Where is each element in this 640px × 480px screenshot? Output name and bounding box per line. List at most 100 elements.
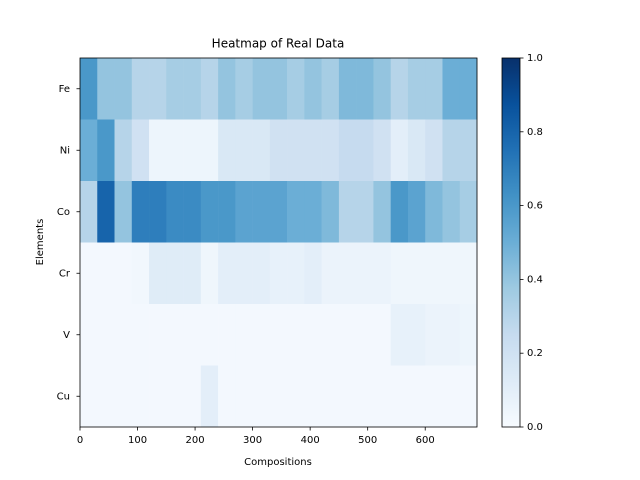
heatmap-cell bbox=[459, 242, 478, 305]
heatmap-cell bbox=[321, 58, 340, 120]
heatmap-cell bbox=[373, 365, 391, 428]
heatmap-cell bbox=[269, 365, 288, 428]
heatmap-cell bbox=[149, 58, 167, 120]
heatmap-cell bbox=[235, 181, 253, 243]
colorbar bbox=[501, 57, 521, 428]
heatmap-cell bbox=[183, 304, 202, 366]
heatmap-cell bbox=[373, 304, 391, 366]
heatmap-cell bbox=[373, 242, 391, 305]
heatmap-cell bbox=[459, 119, 478, 182]
heatmap-cell bbox=[235, 304, 253, 366]
heatmap-cell bbox=[166, 242, 184, 305]
heatmap-cell bbox=[356, 365, 374, 428]
heatmap-cell bbox=[356, 119, 374, 182]
heatmap-cell bbox=[442, 58, 461, 120]
heatmap-cell bbox=[183, 242, 202, 305]
y-tick-label: Fe bbox=[59, 84, 70, 95]
heatmap-cell bbox=[356, 58, 374, 120]
heatmap-cell bbox=[304, 242, 322, 305]
heatmap-cell bbox=[304, 181, 322, 243]
heatmap-cell bbox=[338, 58, 357, 120]
heatmap-cell bbox=[373, 119, 391, 182]
heatmap-cell bbox=[252, 119, 271, 182]
heatmap-cell bbox=[114, 58, 133, 120]
y-tick-label: Ni bbox=[60, 145, 70, 156]
heatmap-cell bbox=[338, 242, 357, 305]
heatmap-cell bbox=[200, 365, 219, 428]
heatmap-cell bbox=[80, 58, 98, 120]
heatmap-cell bbox=[321, 181, 340, 243]
heatmap-cell bbox=[425, 365, 443, 428]
heatmap-cell bbox=[149, 365, 167, 428]
heatmap-cell bbox=[442, 304, 461, 366]
heatmap-cell bbox=[252, 58, 271, 120]
heatmap-cell bbox=[287, 181, 305, 243]
heatmap-cell bbox=[166, 181, 184, 243]
heatmap-cell bbox=[97, 242, 115, 305]
heatmap-cell bbox=[338, 365, 357, 428]
heatmap-cell bbox=[218, 304, 236, 366]
heatmap-cell bbox=[442, 119, 461, 182]
heatmap-cell bbox=[304, 119, 322, 182]
heatmap-cell bbox=[442, 181, 461, 243]
colorbar-tick-label: 0.4 bbox=[527, 274, 543, 285]
heatmap-cell bbox=[287, 304, 305, 366]
heatmap-cell bbox=[459, 365, 478, 428]
x-tick-label: 0 bbox=[77, 435, 83, 446]
heatmap-cell bbox=[321, 365, 340, 428]
heatmap-cell bbox=[80, 304, 98, 366]
colorbar-tick-label: 0.8 bbox=[527, 127, 543, 138]
heatmap-cell bbox=[390, 119, 409, 182]
heatmap-cell bbox=[442, 365, 461, 428]
heatmap-cell bbox=[269, 242, 288, 305]
heatmap-cell bbox=[97, 304, 115, 366]
heatmap-cell bbox=[97, 181, 115, 243]
heatmap-cell bbox=[287, 242, 305, 305]
heatmap-cell bbox=[149, 119, 167, 182]
y-tick-label: Cr bbox=[59, 268, 71, 279]
heatmap-cell bbox=[269, 58, 288, 120]
heatmap-cell bbox=[183, 58, 202, 120]
heatmap-cell bbox=[321, 242, 340, 305]
y-tick-label: Cu bbox=[57, 391, 70, 402]
heatmap-cell bbox=[97, 119, 115, 182]
heatmap-cell bbox=[459, 181, 478, 243]
heatmap-cell bbox=[131, 365, 150, 428]
heatmap-cell bbox=[287, 365, 305, 428]
x-tick-label: 400 bbox=[301, 435, 320, 446]
y-tick-label: Co bbox=[57, 207, 70, 218]
heatmap-cell bbox=[338, 119, 357, 182]
x-tick-label: 100 bbox=[128, 435, 147, 446]
heatmap-cell bbox=[321, 119, 340, 182]
heatmap-cell bbox=[425, 242, 443, 305]
heatmap-cell bbox=[407, 242, 426, 305]
heatmap-cell bbox=[166, 365, 184, 428]
chart-title: Heatmap of Real Data bbox=[212, 37, 345, 51]
heatmap-cell bbox=[407, 181, 426, 243]
heatmap-cell bbox=[304, 365, 322, 428]
heatmap-cell bbox=[390, 58, 409, 120]
heatmap-cell bbox=[252, 365, 271, 428]
heatmap-cell bbox=[235, 242, 253, 305]
heatmap-cell bbox=[131, 58, 150, 120]
heatmap-cell bbox=[459, 304, 478, 366]
heatmap-cell bbox=[80, 119, 98, 182]
colorbar-tick-label: 1.0 bbox=[527, 53, 543, 64]
colorbar-tick-label: 0.0 bbox=[527, 422, 543, 433]
heatmap-cell bbox=[390, 365, 409, 428]
heatmap-cell bbox=[114, 365, 133, 428]
heatmap-cell bbox=[131, 119, 150, 182]
heatmap-cell bbox=[218, 242, 236, 305]
heatmap-cell bbox=[269, 181, 288, 243]
heatmap-cell bbox=[166, 58, 184, 120]
heatmap-cell bbox=[252, 242, 271, 305]
heatmap-cell bbox=[321, 304, 340, 366]
heatmap-cell bbox=[356, 304, 374, 366]
heatmap-cell bbox=[425, 119, 443, 182]
heatmap-cell bbox=[80, 365, 98, 428]
heatmap-cell bbox=[442, 242, 461, 305]
heatmap-cell bbox=[356, 181, 374, 243]
heatmap-cell bbox=[390, 242, 409, 305]
heatmap-cell bbox=[149, 242, 167, 305]
